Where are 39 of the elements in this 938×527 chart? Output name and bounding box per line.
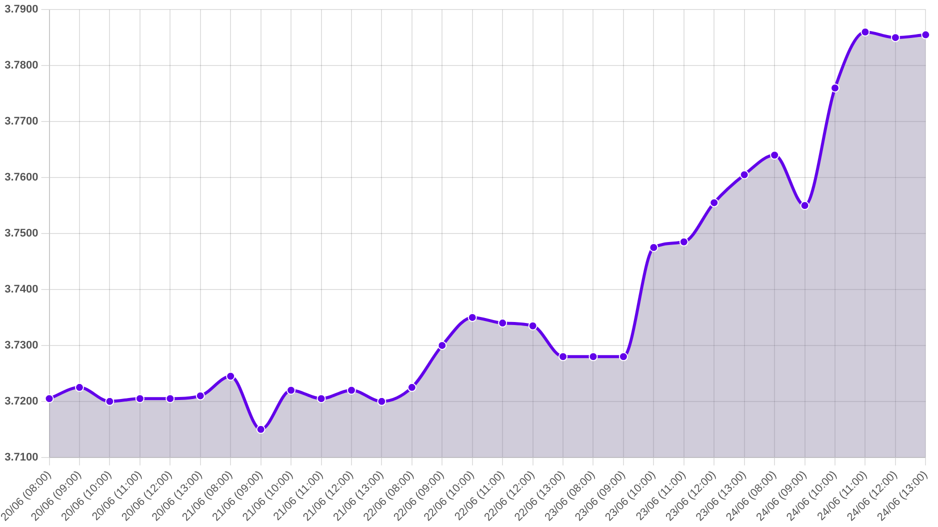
y-tick-label: 3.7400	[4, 284, 38, 296]
point	[921, 30, 930, 40]
y-tick-label: 3.7300	[4, 339, 38, 352]
point	[196, 391, 205, 400]
y-tick-label: 3.7800	[4, 60, 38, 72]
point	[649, 242, 658, 252]
y-tick-label: 3.7500	[4, 228, 38, 240]
point	[710, 198, 719, 208]
point	[770, 150, 780, 160]
point	[316, 394, 326, 404]
point	[74, 382, 84, 392]
point	[377, 396, 386, 406]
point	[407, 382, 416, 392]
point	[800, 201, 810, 210]
y-tick-label: 3.7900	[4, 4, 38, 16]
point	[890, 33, 900, 42]
point	[830, 83, 840, 92]
point	[438, 340, 447, 350]
point	[498, 318, 508, 328]
point	[528, 321, 538, 330]
point	[558, 352, 568, 362]
point	[105, 396, 114, 406]
point	[166, 394, 175, 404]
point	[256, 424, 266, 434]
point	[286, 386, 296, 395]
point	[468, 312, 477, 322]
point	[618, 352, 628, 362]
y-tick-label: 3.7200	[4, 395, 38, 408]
point	[44, 394, 54, 404]
point	[679, 237, 688, 246]
y-tick-label: 3.7100	[4, 451, 38, 464]
point	[860, 27, 870, 36]
y-tick-label: 3.7600	[4, 172, 38, 184]
point	[588, 352, 598, 362]
point	[346, 386, 356, 395]
y-tick-label: 3.7700	[4, 116, 38, 128]
point	[135, 394, 144, 404]
point	[226, 372, 236, 381]
point	[740, 170, 749, 180]
